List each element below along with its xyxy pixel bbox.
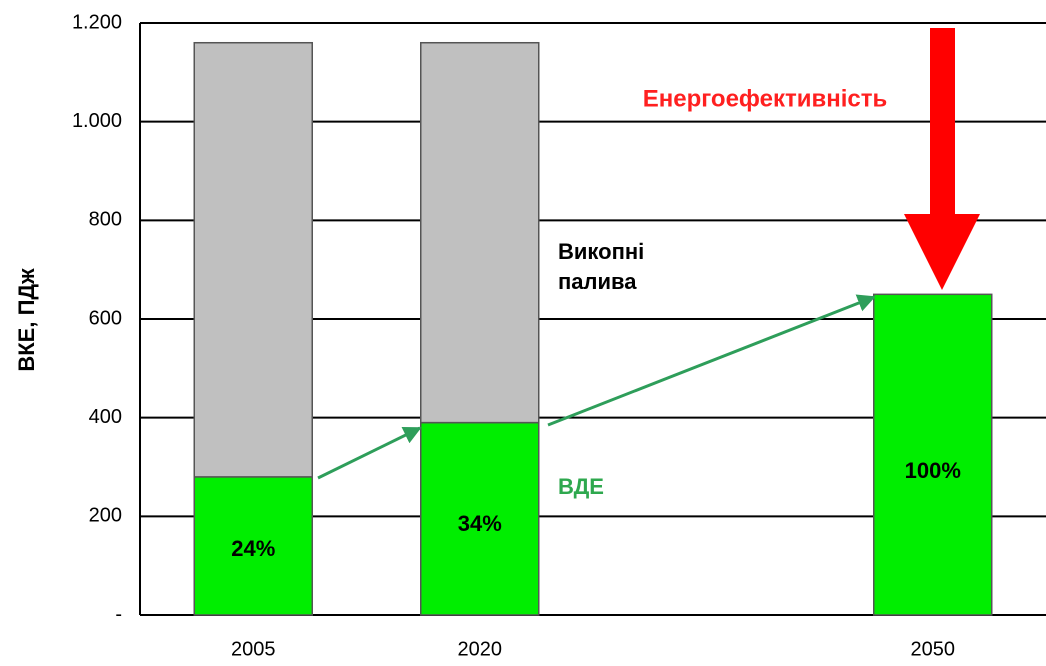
y-tick-label: 800 [89,209,122,231]
x-tick-label: 2005 [231,638,276,660]
bar-segment [873,293,993,616]
trend-arrow [317,426,422,480]
series-label: Викопні палива [558,239,645,294]
x-tick-label: 2020 [458,638,503,660]
series-label: ВДЕ [558,474,604,499]
efficiency-arrow [904,28,980,290]
y-tick-label: 400 [89,406,122,428]
trend-arrow [547,294,876,427]
bar-segment [193,476,313,616]
share-label: 24% [231,536,275,561]
y-tick-label: 1.000 [72,110,122,132]
share-label: 34% [458,511,502,536]
y-tick-label: 200 [89,505,122,527]
annotation: Енергоефективність [643,85,888,112]
y-axis-label: ВКЕ, ПДж [14,268,39,372]
bar-segment [420,41,540,424]
bar-segment [193,41,313,478]
y-tick-label: 600 [89,307,122,329]
bar-segment [420,421,540,616]
y-tick-label: - [115,603,122,625]
share-label: 100% [905,458,961,483]
y-tick-label: 1.200 [72,11,122,33]
x-tick-label: 2050 [911,638,956,660]
